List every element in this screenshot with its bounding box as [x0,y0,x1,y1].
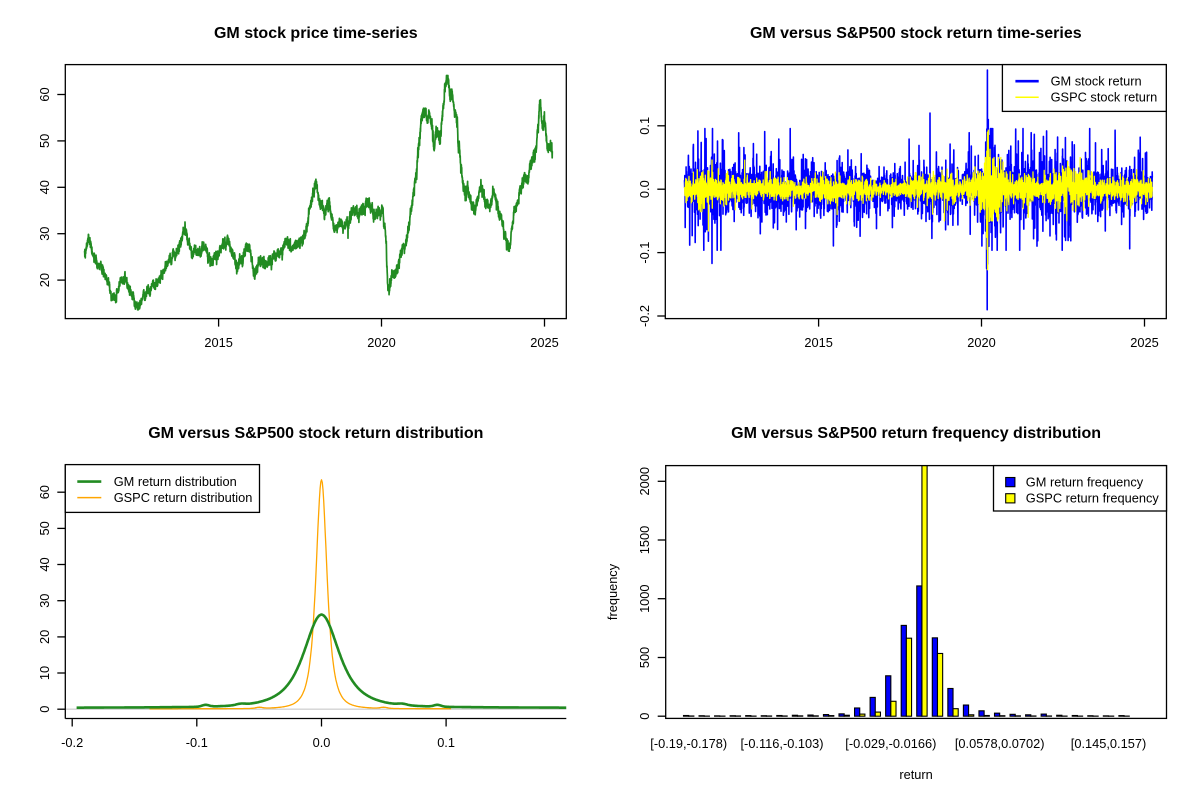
svg-text:2025: 2025 [530,335,558,350]
svg-text:GM versus S&P500 stock return: GM versus S&P500 stock return time-serie… [750,25,1082,42]
svg-text:2020: 2020 [967,335,995,350]
svg-text:30: 30 [37,227,52,241]
svg-text:[-0.19,-0.178): [-0.19,-0.178) [650,736,727,751]
svg-text:50: 50 [37,521,52,535]
svg-text:0.1: 0.1 [437,735,455,750]
svg-text:-0.2: -0.2 [637,305,652,327]
svg-text:-0.1: -0.1 [637,242,652,264]
svg-text:500: 500 [637,647,652,668]
svg-text:GM versus S&P500 return freque: GM versus S&P500 return frequency distri… [731,425,1101,442]
svg-text:-0.2: -0.2 [61,735,83,750]
svg-text:[-0.029,-0.0166): [-0.029,-0.0166) [845,736,936,751]
svg-text:[0.0578,0.0702): [0.0578,0.0702) [955,736,1045,751]
svg-text:GM stock return: GM stock return [1051,74,1142,89]
svg-text:return: return [899,767,932,782]
svg-text:2020: 2020 [367,335,395,350]
svg-text:0.0: 0.0 [313,735,331,750]
svg-text:GSPC return distribution: GSPC return distribution [114,490,253,505]
svg-text:GM return distribution: GM return distribution [114,474,237,489]
svg-text:40: 40 [37,557,52,571]
svg-text:30: 30 [37,594,52,608]
svg-text:20: 20 [37,630,52,644]
svg-text:1500: 1500 [637,526,652,554]
svg-text:0: 0 [37,706,52,713]
svg-text:[-0.116,-0.103): [-0.116,-0.103) [741,736,824,751]
svg-text:GM versus S&P500 stock return: GM versus S&P500 stock return distributi… [148,425,483,442]
svg-text:50: 50 [37,134,52,148]
svg-text:60: 60 [37,87,52,101]
svg-text:0: 0 [637,713,652,720]
svg-text:2015: 2015 [804,335,832,350]
svg-text:2000: 2000 [637,467,652,495]
svg-text:frequency: frequency [605,563,620,620]
svg-text:60: 60 [37,485,52,499]
svg-text:[0.145,0.157): [0.145,0.157) [1071,736,1146,751]
svg-text:10: 10 [37,666,52,680]
svg-text:2025: 2025 [1130,335,1158,350]
svg-text:-0.1: -0.1 [186,735,208,750]
svg-text:0.1: 0.1 [637,117,652,135]
svg-text:GSPC return frequency: GSPC return frequency [1026,491,1160,506]
svg-text:1000: 1000 [637,584,652,612]
svg-text:GM stock price time-series: GM stock price time-series [214,25,418,42]
svg-text:GSPC stock return: GSPC stock return [1051,90,1158,105]
svg-text:2015: 2015 [204,335,232,350]
svg-text:0.0: 0.0 [637,180,652,198]
svg-text:20: 20 [37,273,52,287]
svg-text:GM return frequency: GM return frequency [1026,475,1144,490]
svg-text:40: 40 [37,180,52,194]
